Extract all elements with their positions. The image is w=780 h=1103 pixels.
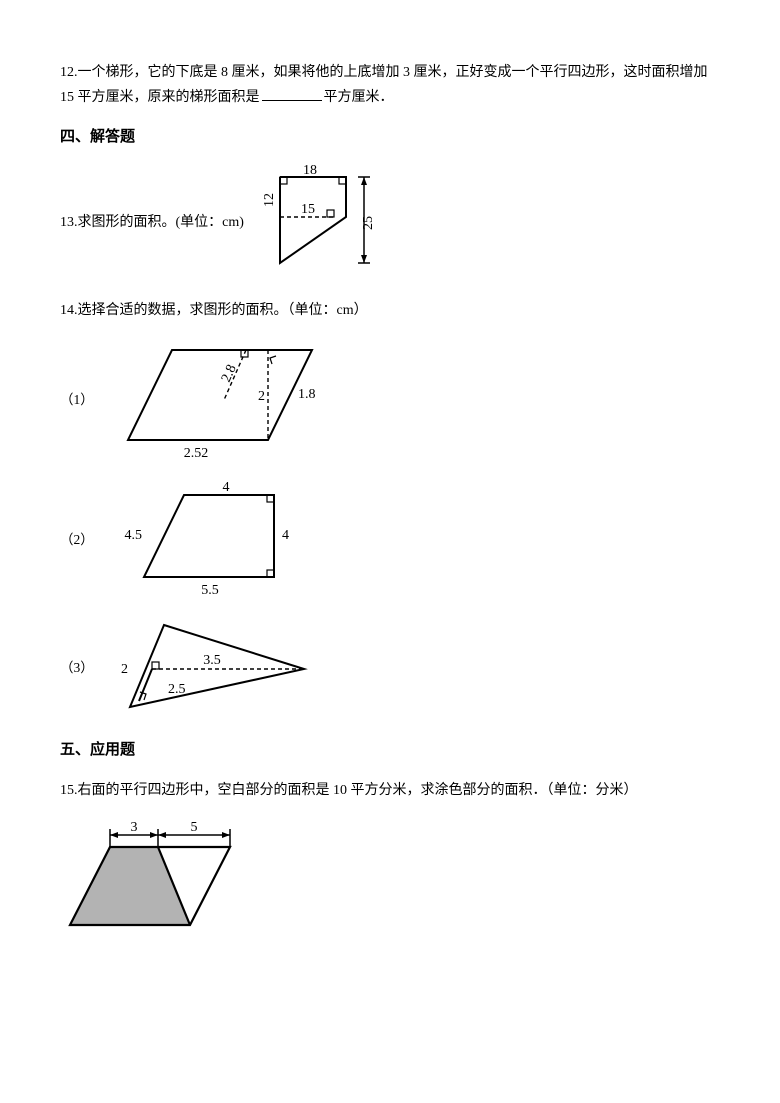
question-15: 15.右面的平行四边形中，空白部分的面积是 10 平方分米，求涂色部分的面积．（… xyxy=(60,778,720,803)
figure-q14-3: 3.5 2 2.5 xyxy=(114,619,314,719)
label-top-side: 2 xyxy=(258,389,265,404)
question-text: 求图形的面积。(单位：cm) xyxy=(78,215,244,230)
question-12: 12.一个梯形，它的下底是 8 厘米，如果将他的上底增加 3 厘米，正好变成一个… xyxy=(60,60,720,110)
sub-label: （3） xyxy=(60,656,94,680)
question-14-1: （1） 2.8 2 1.8 2.52 xyxy=(60,338,720,463)
label-top: 4 xyxy=(222,481,229,495)
figure-q13: 18 12 15 25 xyxy=(258,165,378,280)
sub-label: （1） xyxy=(60,388,94,412)
label-left-h: 2 xyxy=(121,662,128,677)
question-text: 15 平方厘米，原来的梯形面积是 xyxy=(60,90,260,105)
label-dash: 3.5 xyxy=(203,653,221,668)
question-14-3: （3） 3.5 2 2.5 xyxy=(60,619,720,719)
label-right-side: 1.8 xyxy=(298,387,316,402)
question-text: 一个梯形，它的下底是 8 厘米，如果将他的上底增加 3 厘米，正好变成一个平行四… xyxy=(78,65,708,80)
question-number: 15. xyxy=(60,783,78,798)
label-seg1: 3 xyxy=(131,820,138,835)
label-right: 25 xyxy=(361,216,376,230)
label-top: 18 xyxy=(303,165,317,178)
question-text: 选择合适的数据，求图形的面积。（单位：cm） xyxy=(78,303,368,318)
question-14: 14.选择合适的数据，求图形的面积。（单位：cm） xyxy=(60,298,720,323)
label-right: 4 xyxy=(282,528,289,543)
fill-blank[interactable] xyxy=(262,86,322,101)
label-h: 2.8 xyxy=(219,362,240,384)
label-left: 12 xyxy=(262,193,277,207)
question-14-2: （2） 4 4.5 4 5.5 xyxy=(60,481,720,601)
label-bottom: 2.5 xyxy=(168,682,186,697)
question-number: 12. xyxy=(60,65,78,80)
question-number: 14. xyxy=(60,303,78,318)
label-bottom: 2.52 xyxy=(184,446,209,461)
question-13: 13.求图形的面积。(单位：cm) 18 12 15 25 xyxy=(60,165,720,280)
question-text-wrap: 13.求图形的面积。(单位：cm) xyxy=(60,210,244,235)
question-number: 13. xyxy=(60,215,78,230)
sub-label: （2） xyxy=(60,528,94,552)
label-left: 4.5 xyxy=(124,528,142,543)
figure-q15-wrap: 3 5 xyxy=(60,817,720,937)
label-seg2: 5 xyxy=(191,820,198,835)
section-heading-5: 五、应用题 xyxy=(60,737,720,764)
figure-q14-1: 2.8 2 1.8 2.52 xyxy=(114,338,334,463)
question-text: 平方厘米． xyxy=(324,90,394,105)
figure-q14-2: 4 4.5 4 5.5 xyxy=(114,481,294,601)
figure-q15: 3 5 xyxy=(60,817,280,937)
section-heading-4: 四、解答题 xyxy=(60,124,720,151)
label-diag: 15 xyxy=(301,202,315,217)
label-bottom: 5.5 xyxy=(201,583,219,598)
question-text: 右面的平行四边形中，空白部分的面积是 10 平方分米，求涂色部分的面积．（单位：… xyxy=(78,783,638,798)
